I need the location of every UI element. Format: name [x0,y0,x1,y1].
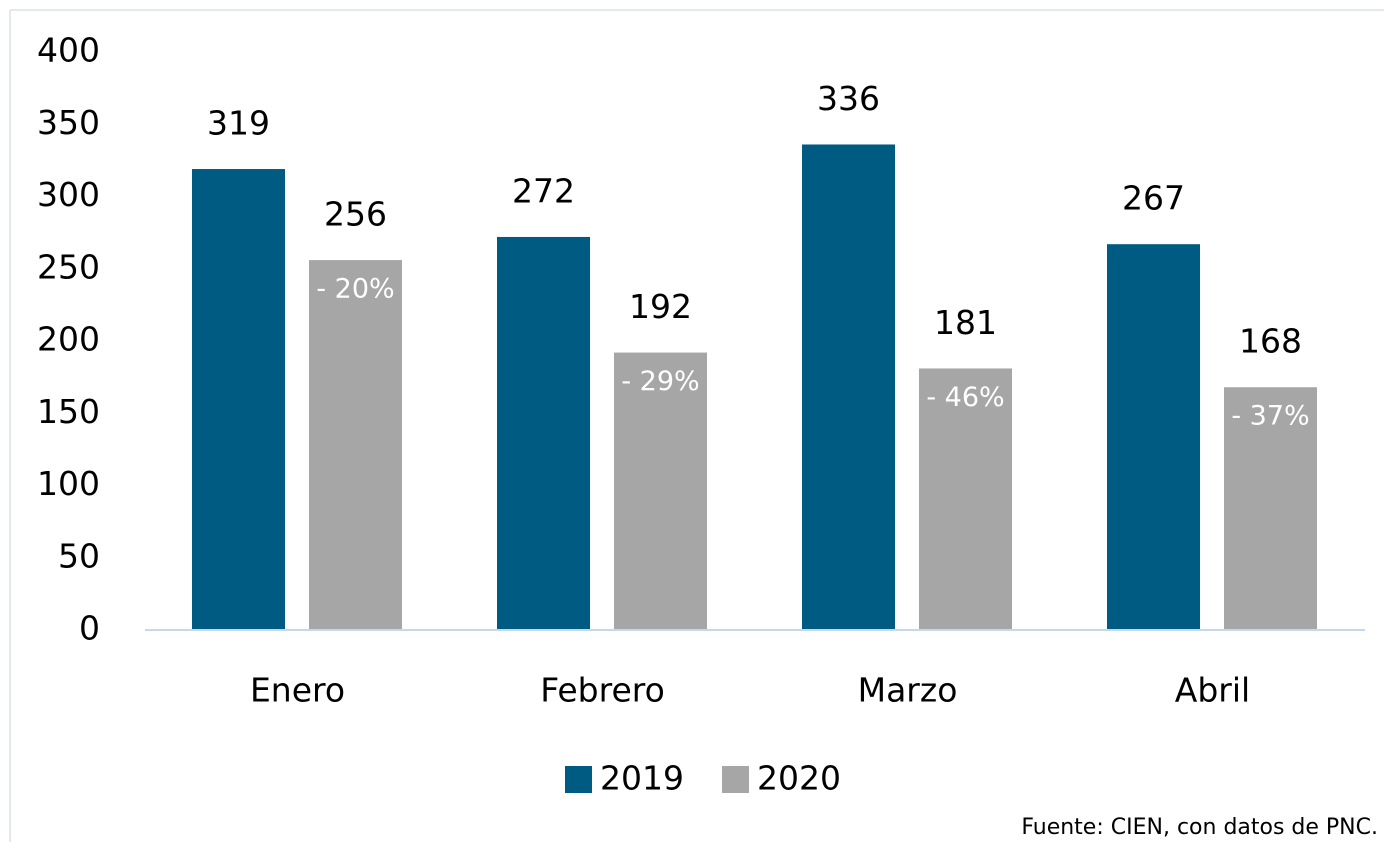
y-tick-label: 300 [37,175,100,214]
y-tick-label: 250 [37,247,100,286]
x-tick-label: Marzo [858,671,958,710]
y-tick-label: 0 [79,609,100,648]
y-tick-label: 100 [37,464,100,503]
x-tick-label: Abril [1175,671,1250,710]
y-tick-label: 50 [58,536,100,575]
change-label: - 46% [926,382,1004,413]
bar [802,144,895,631]
y-tick-label: 350 [37,103,100,142]
bar [919,368,1012,630]
bar [614,352,707,630]
data-label: 267 [1122,179,1185,218]
data-label: 319 [207,104,270,143]
bar [1107,244,1200,630]
legend-swatch [721,766,749,793]
legend-label: 2019 [600,759,684,798]
legend-swatch [565,766,592,793]
x-tick-label: Enero [250,671,345,710]
change-label: - 20% [316,274,394,305]
data-label: 272 [512,171,575,210]
y-tick-label: 400 [37,31,100,70]
change-label: - 29% [621,366,699,397]
legend-label: 2020 [757,759,841,798]
y-tick-label: 200 [37,320,100,359]
bar [1224,387,1317,630]
x-tick-label: Febrero [540,671,665,710]
data-label: 336 [817,79,880,118]
bar [192,169,285,631]
data-label: 168 [1239,322,1302,361]
bar [309,260,402,630]
data-label: 192 [629,287,692,326]
bar [497,236,590,630]
data-label: 181 [934,303,997,342]
source-note: Fuente: CIEN, con datos de PNC. [1021,815,1378,840]
y-tick-label: 150 [37,392,100,431]
change-label: - 37% [1231,401,1309,432]
data-label: 256 [324,195,387,234]
